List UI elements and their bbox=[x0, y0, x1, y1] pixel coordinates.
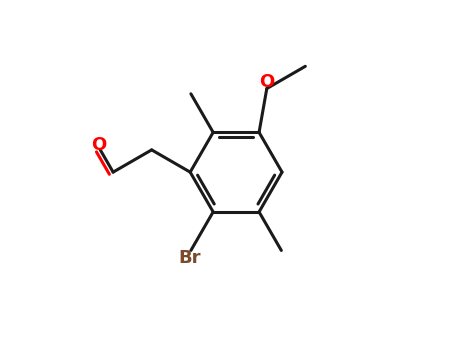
Text: O: O bbox=[91, 135, 106, 154]
Text: Br: Br bbox=[178, 248, 201, 267]
Text: O: O bbox=[259, 73, 274, 91]
